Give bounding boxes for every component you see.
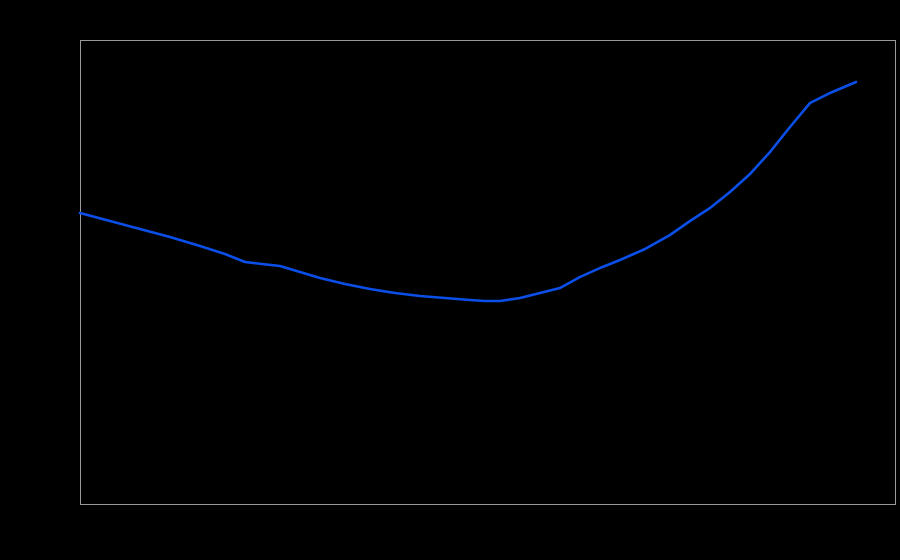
- plot-area-frame: [80, 40, 896, 505]
- line-series-1: [78, 80, 858, 303]
